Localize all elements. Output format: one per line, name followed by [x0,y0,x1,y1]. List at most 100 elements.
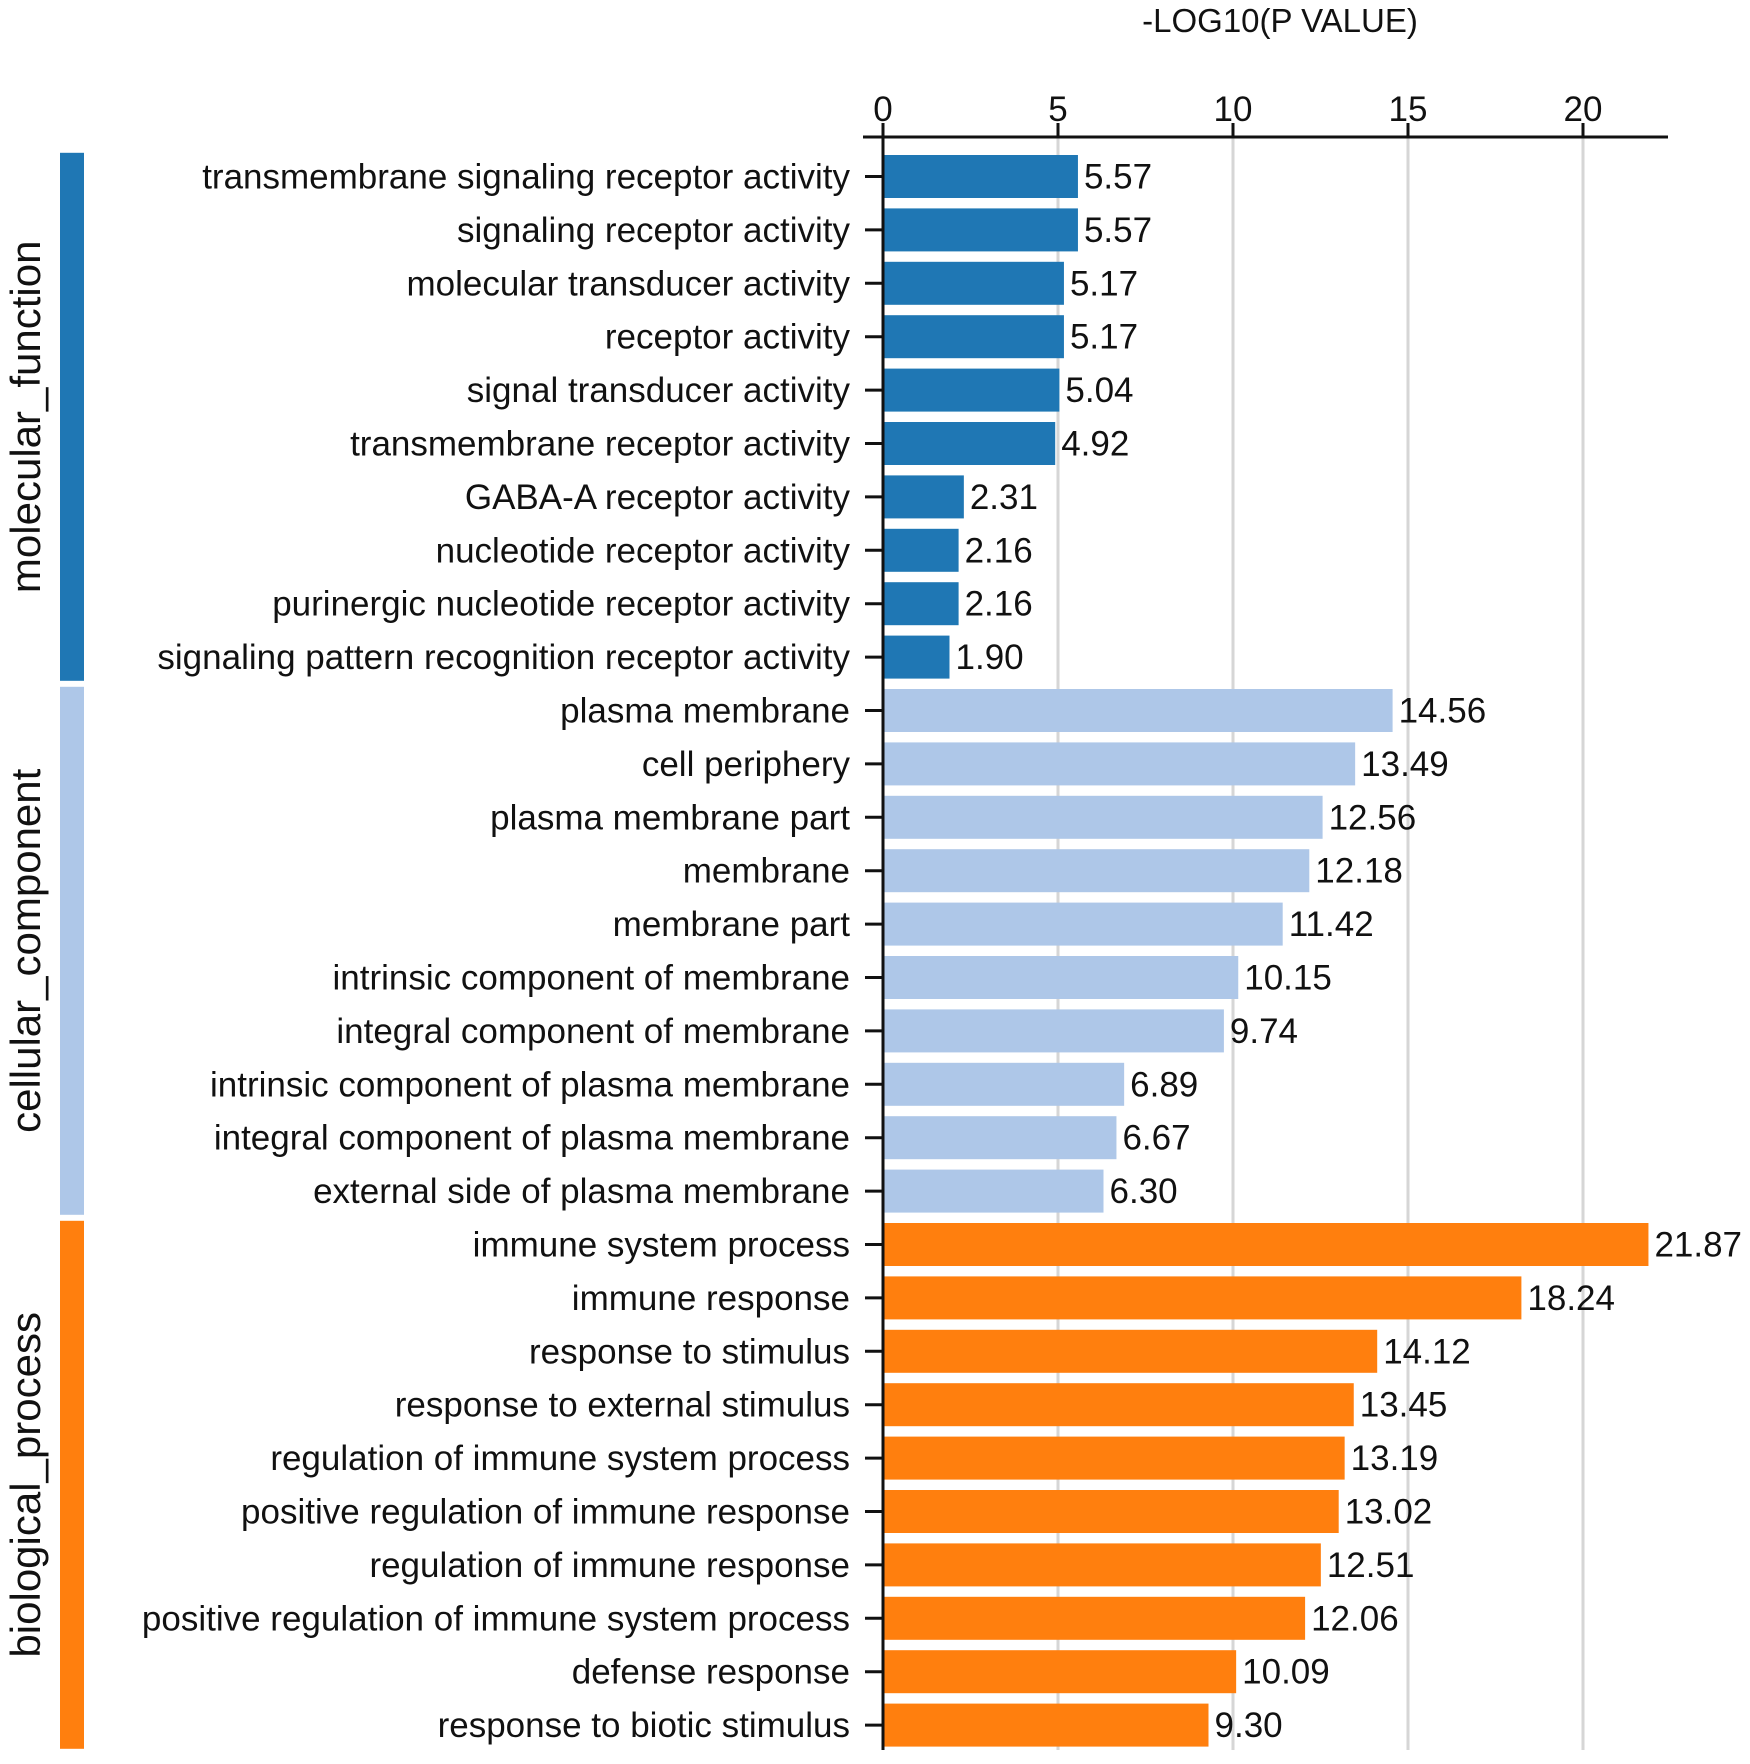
value-label: 9.30 [1215,1706,1283,1745]
bar [883,368,1060,412]
bar [883,155,1078,198]
bar [883,1329,1378,1373]
value-label: 2.16 [965,585,1033,624]
value-label: 5.04 [1065,371,1133,410]
value-label: 10.15 [1244,959,1332,998]
bar [883,528,959,572]
bar [883,1490,1339,1533]
category-label: immune response [572,1279,850,1318]
value-label: 12.06 [1311,1599,1399,1638]
group-label-molecular-function: molecular_function [2,241,49,594]
category-label: integral component of membrane [336,1012,850,1051]
value-label: 12.18 [1315,852,1403,891]
category-label: membrane [683,852,850,891]
bar [883,1116,1117,1160]
category-label: intrinsic component of membrane [333,959,850,998]
category-label: plasma membrane part [490,798,850,837]
group-label-biological-process: biological_process [2,1312,49,1658]
value-label: 2.16 [965,531,1033,570]
bar [883,315,1064,359]
value-label: 1.90 [956,638,1024,677]
tick-label-20: 20 [1564,90,1603,129]
group-bar-biological-process [60,1220,84,1749]
bar [883,1062,1125,1106]
bar [883,475,964,519]
value-label: 18.24 [1527,1279,1615,1318]
group-indicators: molecular_function cellular_componentbiol… [2,152,84,1749]
value-label: 4.92 [1061,425,1129,464]
bar [883,422,1056,465]
bar [883,582,959,626]
category-label: response to stimulus [529,1332,850,1371]
category-label: GABA-A receptor activity [465,478,851,517]
value-label: 12.51 [1327,1546,1415,1585]
category-label: defense response [572,1653,850,1692]
tick-label-5: 5 [1048,90,1067,129]
tick-label-15: 15 [1389,90,1428,129]
category-label: membrane part [613,905,851,944]
category-label: immune system process [473,1226,850,1265]
bar [883,1223,1649,1266]
group-bar-cellular-component [60,686,84,1215]
category-label: transmembrane signaling receptor activit… [202,158,850,197]
category-label: intrinsic component of plasma membrane [210,1065,850,1104]
value-label: 21.87 [1654,1226,1742,1265]
category-label: signaling pattern recognition receptor a… [157,638,850,677]
value-label: 13.02 [1345,1493,1433,1532]
bars: 5.57 5.57 5.17 5.17 5.04 4.92 2.31 2.16 2.16 1.90… [883,155,1742,1747]
category-label: signaling receptor activity [457,211,850,250]
tick-label-10: 10 [1214,90,1253,129]
category-label: positive regulation of immune system pro… [142,1599,850,1638]
value-label: 9.74 [1230,1012,1298,1051]
bar [883,1703,1209,1747]
x-axis: -LOG10(P VALUE) 0 5 10 15 20 [863,2,1668,1750]
category-label: response to biotic stimulus [438,1706,850,1745]
value-label: 14.56 [1399,692,1487,731]
value-label: 5.57 [1084,211,1152,250]
value-label: 10.09 [1242,1653,1330,1692]
category-label: molecular transducer activity [407,264,851,303]
bar [883,635,950,679]
bar [883,1650,1237,1694]
value-label: 6.89 [1130,1065,1198,1104]
value-label: 2.31 [970,478,1038,517]
value-label: 13.19 [1351,1439,1439,1478]
category-label: purinergic nucleotide receptor activity [272,585,850,624]
category-label: plasma membrane [560,692,850,731]
value-label: 13.49 [1361,745,1449,784]
group-label-cellular-component: cellular_component [2,768,49,1133]
bar [883,1383,1354,1427]
value-label: 5.17 [1070,264,1138,303]
value-label: 6.67 [1122,1119,1190,1158]
category-label: nucleotide receptor activity [436,531,851,570]
x-axis-title: -LOG10(P VALUE) [1142,2,1418,39]
bar [883,849,1310,893]
bar [883,689,1393,732]
category-label: receptor activity [605,318,851,357]
bar [883,261,1064,305]
value-label: 13.45 [1360,1386,1448,1425]
value-label: 6.30 [1110,1172,1178,1211]
tick-label-0: 0 [873,90,892,129]
bar [883,1436,1345,1480]
value-label: 5.57 [1084,158,1152,197]
category-label: regulation of immune system process [270,1439,850,1478]
bar [883,956,1239,999]
bar [883,742,1356,786]
category-labels: transmembrane signaling receptor activit… [142,158,883,1745]
bar [883,1009,1224,1053]
category-label: signal transducer activity [467,371,851,410]
bar [883,1596,1306,1640]
group-bar-molecular-function [60,152,84,681]
bar [883,1169,1104,1213]
value-label: 12.56 [1329,798,1417,837]
value-label: 11.42 [1289,905,1374,944]
bar [883,902,1283,946]
category-label: positive regulation of immune response [241,1493,850,1532]
category-label: cell periphery [642,745,851,784]
value-label: 5.17 [1070,318,1138,357]
category-label: transmembrane receptor activity [350,425,850,464]
bar [883,208,1078,252]
category-label: external side of plasma membrane [313,1172,850,1211]
